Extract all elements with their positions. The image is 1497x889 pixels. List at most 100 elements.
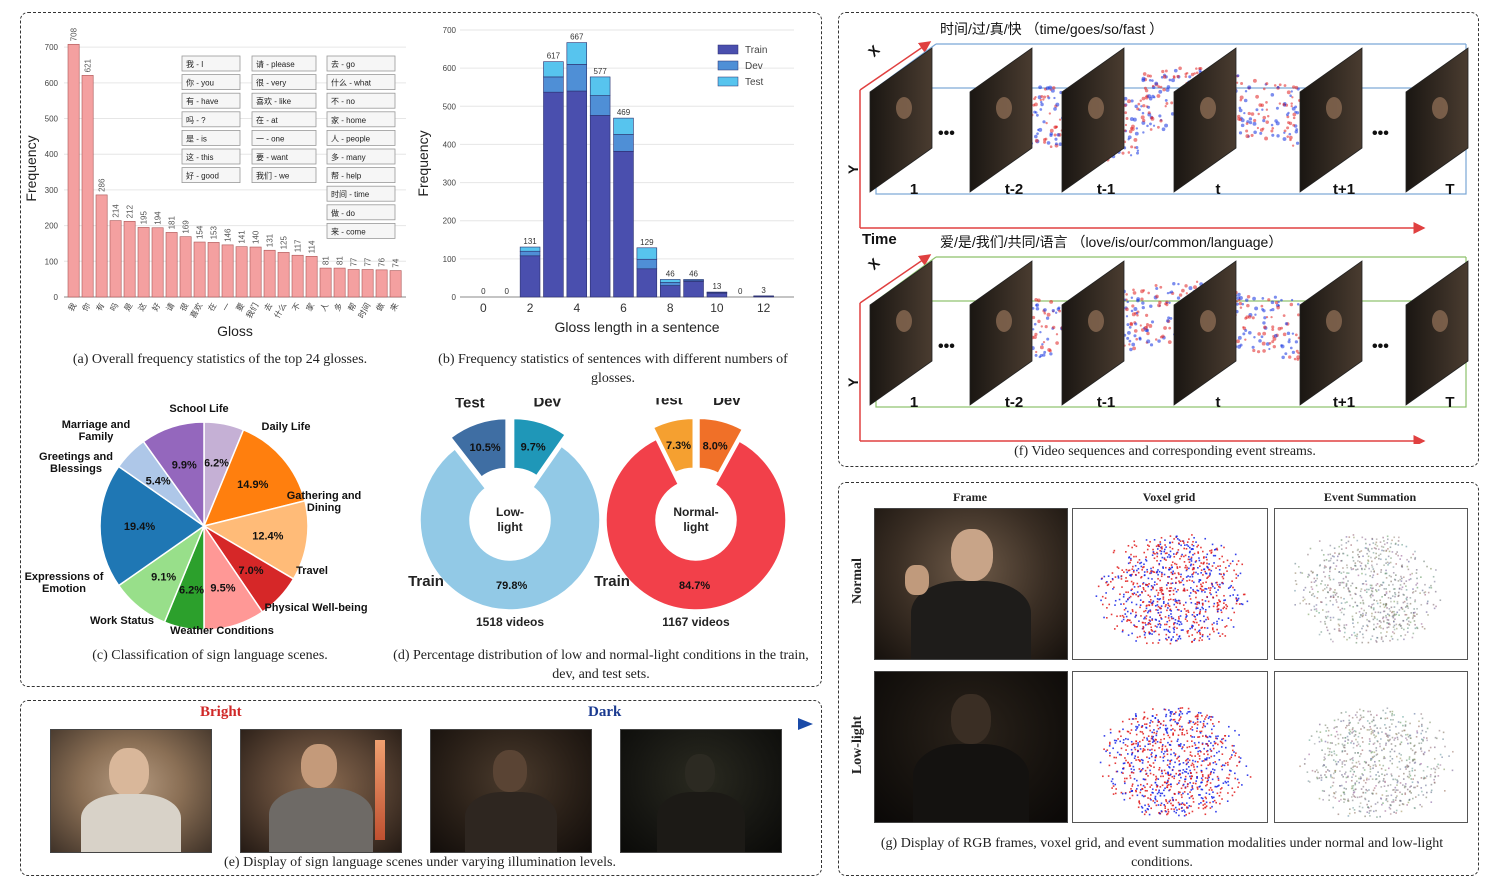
event-point [1238,118,1242,122]
event-pixel [1356,744,1358,747]
event-pixel [1200,770,1203,772]
event-pixel [1133,778,1136,780]
event-pixel [1429,721,1431,724]
event-pixel [1205,556,1208,559]
event-pixel [1404,613,1407,616]
event-pixel [1338,624,1341,627]
event-pixel [1371,751,1374,753]
event-pixel [1207,753,1209,756]
event-pixel [1195,607,1197,610]
event-point [1149,128,1153,131]
event-pixel [1346,753,1349,755]
event-pixel [1142,588,1145,591]
event-pixel [1150,753,1152,756]
event-pixel [1183,542,1185,544]
event-pixel [1438,729,1441,732]
event-pixel [1142,759,1144,762]
event-point [1244,90,1248,93]
event-pixel [1295,583,1298,586]
event-pixel [1204,796,1207,799]
event-point [1161,69,1165,74]
event-point [1245,315,1249,319]
event-pixel [1335,565,1338,567]
event-pixel [1131,752,1133,755]
event-pixel [1374,803,1377,805]
event-point [1250,133,1254,137]
event-pixel [1375,589,1377,591]
event-point [1133,146,1137,149]
event-point [1278,102,1282,105]
bar [207,242,220,298]
event-pixel [1193,571,1195,574]
event-pixel [1192,797,1194,800]
event-point [1054,125,1058,129]
event-pixel [1159,786,1162,788]
event-pixel [1208,715,1211,718]
event-pixel [1212,596,1214,599]
event-point [1156,94,1161,98]
event-pixel [1417,781,1420,784]
event-pixel [1394,618,1396,620]
event-pixel [1167,741,1169,744]
event-pixel [1370,606,1373,608]
event-pixel [1398,752,1401,755]
event-pixel [1359,708,1361,711]
event-pixel [1181,746,1184,748]
event-pixel [1206,749,1209,752]
event-pixel [1125,577,1127,579]
event-pixel [1223,606,1226,609]
event-pixel [1157,719,1159,721]
event-pixel [1166,748,1168,751]
frame-label: t-1 [1097,394,1115,411]
event-point [1290,298,1294,302]
event-pixel [1182,783,1185,786]
event-pixel [1222,572,1225,575]
event-pixel [1220,611,1223,614]
event-pixel [1169,710,1172,713]
event-pixel [1194,760,1197,763]
event-pixel [1127,544,1130,547]
event-pixel [1172,799,1174,801]
event-pixel [1363,769,1366,771]
event-pixel [1241,603,1244,606]
event-pixel [1184,554,1187,557]
video-frame [1405,260,1469,406]
event-pixel [1389,546,1392,549]
event-pixel [1406,788,1409,791]
event-pixel [1177,542,1180,545]
event-pixel [1156,604,1159,606]
event-pixel [1209,786,1212,789]
event-pixel [1349,604,1351,607]
event-pixel [1139,562,1141,565]
event-pixel [1160,575,1163,578]
event-pixel [1158,768,1160,771]
event-point [1239,306,1243,309]
event-pixel [1204,803,1206,805]
caption-f: (f) Video sequences and corresponding ev… [1014,444,1316,459]
event-pixel [1152,548,1154,551]
event-point [1260,304,1264,308]
event-pixel [1346,724,1348,727]
gloss-legend-box [251,74,317,90]
event-pixel [1157,609,1159,611]
gloss-legend-text: 我们 - we [256,171,290,181]
event-pixel [1193,536,1195,539]
event-pixel [1162,760,1165,762]
event-pixel [1215,591,1218,594]
event-pixel [1131,718,1134,720]
event-pixel [1374,557,1376,560]
event-point [1253,336,1256,339]
scene-photo-dark [620,729,782,853]
event-pixel [1393,536,1396,539]
event-pixel [1155,714,1158,716]
event-pixel [1361,627,1363,630]
event-pixel [1360,728,1362,730]
event-pixel [1157,612,1160,614]
event-pixel [1338,629,1340,632]
event-pixel [1376,801,1379,804]
event-pixel [1370,732,1373,735]
bar-total-label: 0 [504,287,509,296]
event-pixel [1391,615,1394,618]
frame-label: t [1216,181,1221,198]
event-pixel [1130,762,1133,764]
